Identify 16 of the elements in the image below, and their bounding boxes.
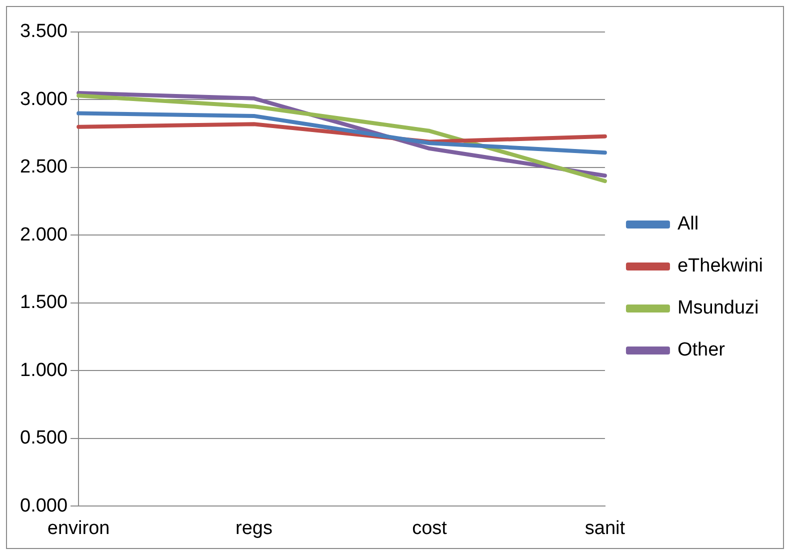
y-tick-label: 3.500	[20, 21, 68, 42]
y-tick-label: 3.000	[20, 88, 68, 110]
x-tick-label: cost	[412, 518, 448, 539]
y-tick-label: 0.000	[20, 495, 68, 516]
y-tick-label: 1.000	[20, 360, 68, 381]
legend-label: All	[677, 214, 699, 235]
y-tick-label: 2.000	[20, 224, 68, 246]
legend-label: eThekwini	[677, 256, 764, 277]
legend-label: Other	[677, 340, 726, 361]
y-tick-label: 1.500	[20, 292, 68, 314]
x-tick-label: sanit	[584, 518, 626, 539]
x-tick-label: environ	[47, 518, 110, 539]
y-tick-label: 2.500	[20, 156, 68, 178]
y-tick-label: 0.500	[20, 428, 68, 449]
x-tick-label: regs	[236, 518, 273, 539]
legend-label: Msunduzi	[677, 298, 759, 319]
